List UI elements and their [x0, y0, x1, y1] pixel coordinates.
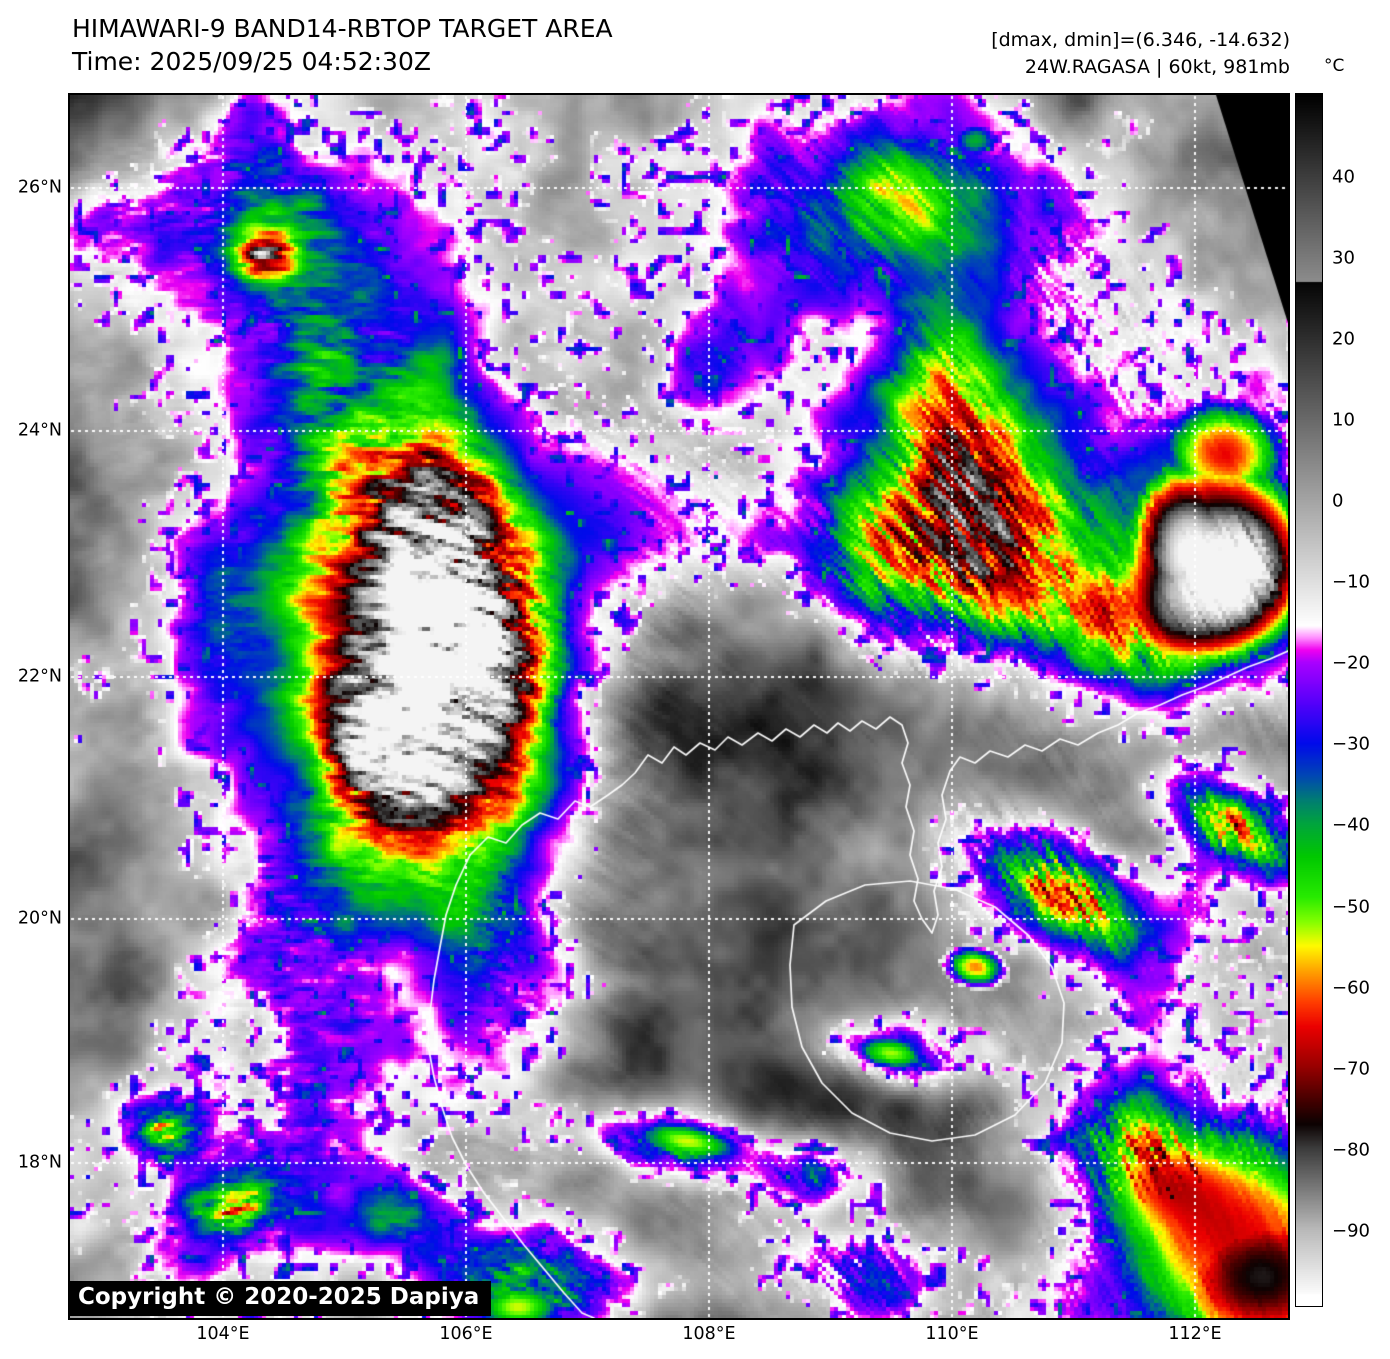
storm-info-label: 24W.RAGASA | 60kt, 981mb — [1024, 56, 1290, 78]
colorbar-tick-label: 10 — [1332, 409, 1355, 431]
lon-tick-label: 104°E — [196, 1324, 250, 1344]
colorbar-tick-label: 0 — [1332, 490, 1344, 512]
colorbar-tick-label: −40 — [1332, 814, 1370, 836]
copyright-badge: Copyright © 2020-2025 Dapiya — [70, 1281, 492, 1316]
colorbar-tick-label: −70 — [1332, 1058, 1370, 1080]
colorbar-tick-label: −80 — [1332, 1139, 1370, 1161]
lon-tick-label: 108°E — [682, 1324, 736, 1344]
lat-tick-label: 22°N — [17, 666, 62, 687]
satellite-imagery-canvas — [70, 95, 1288, 1318]
colorbar-canvas — [1296, 94, 1322, 1306]
colorbar-tick-label: 40 — [1332, 166, 1355, 188]
colorbar-tick-label: −20 — [1332, 652, 1370, 674]
lon-tick-label: 110°E — [925, 1324, 979, 1344]
lat-tick-label: 20°N — [17, 908, 62, 929]
colorbar-tick-label: −10 — [1332, 571, 1370, 593]
colorbar-tick-label: −50 — [1332, 896, 1370, 917]
colorbar-tick-label: −90 — [1332, 1220, 1370, 1242]
colorbar-tick-label: 30 — [1332, 247, 1355, 269]
colorbar-tick-label: −60 — [1332, 977, 1370, 999]
colorbar-frame — [1295, 93, 1323, 1307]
lat-tick-label: 26°N — [17, 177, 62, 198]
colorbar-tick-label: −30 — [1332, 733, 1370, 755]
colorbar-unit-label: °C — [1324, 56, 1345, 76]
header-right-info: [dmax, dmin]=(6.346, -14.632) 24W.RAGASA… — [991, 27, 1290, 81]
map-frame: Copyright © 2020-2025 Dapiya — [68, 93, 1290, 1320]
page-title: HIMAWARI-9 BAND14-RBTOP TARGET AREA — [72, 14, 613, 43]
range-info-label: [dmax, dmin]=(6.346, -14.632) — [991, 29, 1290, 51]
timestamp-label: Time: 2025/09/25 04:52:30Z — [72, 47, 431, 76]
colorbar-tick-label: 20 — [1332, 328, 1355, 350]
lat-tick-label: 18°N — [17, 1152, 62, 1173]
lon-tick-label: 106°E — [439, 1324, 493, 1344]
lat-tick-label: 24°N — [17, 420, 62, 441]
lon-tick-label: 112°E — [1168, 1324, 1222, 1344]
